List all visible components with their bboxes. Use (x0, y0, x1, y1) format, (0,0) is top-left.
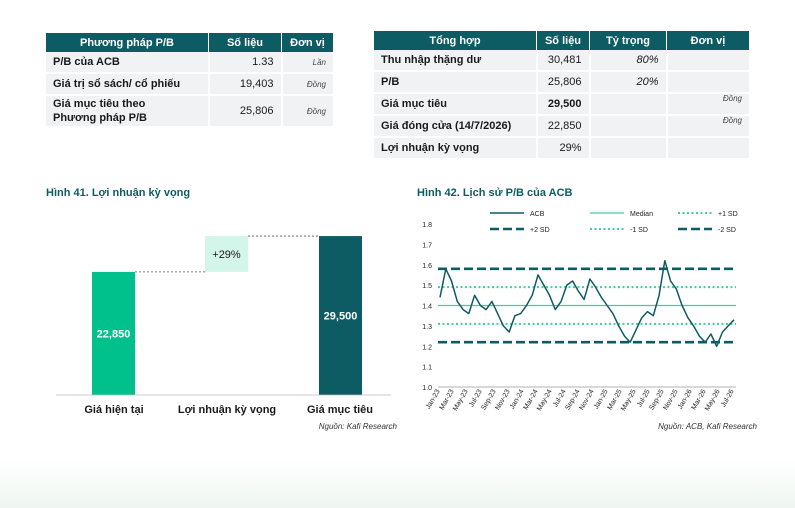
summary-table: Tổng hợp Số liệu Tỷ trọng Đơn vị Thu nhậ… (374, 31, 749, 160)
row-value: 25,806 (208, 95, 283, 128)
y-tick-label: 1.0 (422, 385, 432, 392)
y-tick-label: 1.8 (422, 222, 432, 229)
table1-header-value: Số liệu (208, 33, 282, 52)
row-unit (666, 137, 749, 160)
table2-header-unit: Đơn vị (666, 31, 749, 50)
row-weight (589, 137, 668, 160)
row-value: 29% (536, 137, 591, 160)
row-label: P/B (374, 71, 538, 94)
row-value: 22,850 (536, 115, 591, 138)
table2-header-summary: Tổng hợp (374, 31, 537, 50)
table-row: P/B của ACB 1.33 Lần (46, 52, 333, 74)
table-row: Thu nhập thặng dư 30,481 80% (374, 50, 749, 72)
row-unit (666, 71, 749, 94)
bar-value-label: +29% (212, 249, 241, 261)
table-row: Giá đóng cửa (14/7/2026) 22,850 Đồng (374, 115, 749, 138)
row-label: Giá mục tiêu (374, 93, 538, 116)
table2-header-weight: Tỷ trọng (589, 31, 667, 50)
row-label: Thu nhập thặng dư (374, 50, 538, 72)
waterfall-bar (205, 236, 248, 272)
row-value: 1.33 (208, 52, 283, 74)
row-label-line2: Phương pháp P/B (53, 112, 148, 124)
row-value: 19,403 (208, 73, 283, 96)
table2-header-value: Số liệu (536, 31, 590, 50)
row-unit: Đồng (281, 73, 333, 96)
bar-value-label: 29,500 (324, 311, 358, 323)
row-label: Giá đóng cửa (14/7/2026) (374, 115, 538, 138)
y-tick-label: 1.2 (422, 344, 432, 351)
row-unit: Lần (281, 52, 333, 74)
waterfall-category-label: Giá hiện tại (84, 404, 144, 416)
row-weight: 80% (589, 50, 668, 72)
table-row: Lợi nhuận kỳ vọng 29% (374, 137, 749, 160)
row-unit: Đồng (281, 95, 333, 128)
row-value: 25,806 (536, 71, 591, 94)
figure42-source: Nguồn: ACB, Kafi Research (658, 422, 757, 431)
legend-label: +2 SD (530, 227, 550, 234)
waterfall-bar (319, 236, 362, 395)
row-value: 29,500 (536, 93, 591, 116)
row-label: Giá trị sổ sách/ cổ phiếu (46, 73, 210, 96)
figure41-source: Nguồn: Kafi Research (318, 422, 397, 431)
row-unit: Đồng (666, 115, 749, 138)
pb-history-chart: 1.81.71.61.51.41.31.21.11.0Jan-23Mar-23M… (422, 211, 738, 412)
y-tick-label: 1.6 (422, 263, 432, 270)
row-label: Lợi nhuận kỳ vọng (374, 137, 538, 160)
row-label: Giá mục tiêu theo Phương pháp P/B (46, 95, 210, 128)
table-row: Giá mục tiêu theo Phương pháp P/B 25,806… (46, 95, 333, 128)
y-tick-label: 1.5 (422, 283, 432, 290)
row-weight (589, 93, 668, 116)
waterfall-bar (92, 271, 135, 395)
figure42-title: Hình 42. Lịch sử P/B của ACB (417, 187, 573, 199)
row-label: P/B của ACB (46, 52, 210, 74)
row-unit (666, 50, 749, 72)
y-tick-label: 1.7 (422, 242, 432, 249)
pb-method-table: Phương pháp P/B Số liệu Đơn vị P/B của A… (46, 33, 333, 128)
table-row: Giá mục tiêu 29,500 Đồng (374, 93, 749, 116)
waterfall-category-label: Lợi nhuận kỳ vọng (177, 404, 277, 416)
table-row: P/B 25,806 20% (374, 71, 749, 94)
row-value: 30,481 (536, 50, 591, 72)
row-unit: Đồng (666, 93, 749, 116)
y-tick-label: 1.3 (422, 324, 432, 331)
table1-header-unit: Đơn vị (281, 33, 333, 52)
acb-pb-line (439, 259, 735, 348)
legend-label: -1 SD (630, 227, 648, 234)
legend-label: -2 SD (718, 227, 736, 234)
row-weight (589, 115, 668, 138)
page-footer-band (0, 460, 795, 508)
legend-label: Median (630, 211, 653, 218)
bar-value-label: 22,850 (97, 328, 131, 340)
waterfall-chart: 22,850 +29% 29,500 (56, 235, 391, 396)
legend-label: +1 SD (718, 211, 738, 218)
x-tick-label: Jul-26 (720, 388, 736, 408)
row-label-line1: Giá mục tiêu theo (53, 98, 146, 110)
table1-header-method: Phương pháp P/B (46, 33, 209, 52)
figure41-title: Hình 41. Lợi nhuận kỳ vọng (46, 187, 191, 199)
table-row: Giá trị sổ sách/ cổ phiếu 19,403 Đồng (46, 73, 333, 96)
y-tick-label: 1.1 (422, 365, 432, 372)
legend-label: ACB (530, 211, 545, 218)
y-tick-label: 1.4 (422, 304, 432, 311)
waterfall-category-label: Giá mục tiêu (306, 404, 374, 416)
row-weight: 20% (589, 71, 668, 94)
